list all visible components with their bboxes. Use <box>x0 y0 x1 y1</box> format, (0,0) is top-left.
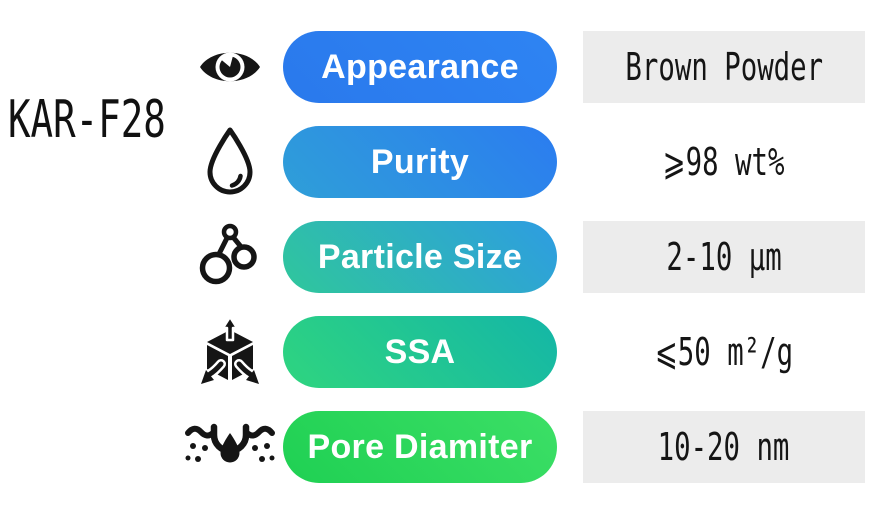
spec-label-pill: Pore Diamiter <box>283 411 557 483</box>
spec-row-particle-size: Particle Size 2-10 μm <box>0 221 865 293</box>
eye-icon <box>180 41 280 93</box>
droplet-icon <box>180 125 280 199</box>
spec-label-pill: Appearance <box>283 31 557 103</box>
spec-value: 10-20 nm <box>583 411 865 483</box>
spec-value: Brown Powder <box>583 31 865 103</box>
pill-label: Appearance <box>321 47 519 86</box>
spec-row-ssa: SSA ⩽50 m²/g <box>0 316 865 388</box>
spec-rows: Appearance Brown Powder Purity ⩾98 wt% <box>0 31 865 483</box>
spec-row-pore-diameter: Pore Diamiter 10-20 nm <box>0 411 865 483</box>
spec-label-pill: SSA <box>283 316 557 388</box>
pill-label: SSA <box>384 332 456 371</box>
product-title-text: KAR-F28 <box>8 90 166 150</box>
value-text: 2-10 μm <box>666 235 782 279</box>
cube-arrows-icon <box>180 316 280 388</box>
value-text: 10-20 nm <box>658 425 790 469</box>
product-title: KAR-F28 <box>8 84 227 156</box>
pill-label: Purity <box>370 142 470 181</box>
spec-value: 2-10 μm <box>583 221 865 293</box>
spec-value: ⩽50 m²/g <box>583 316 865 388</box>
pore-icon <box>180 413 280 481</box>
spec-label-pill: Particle Size <box>283 221 557 293</box>
particles-icon <box>180 221 280 293</box>
pill-label: Pore Diamiter <box>307 427 533 466</box>
value-text: Brown Powder <box>625 45 823 89</box>
spec-label-pill: Purity <box>283 126 557 198</box>
pill-label: Particle Size <box>317 237 523 276</box>
value-text: ⩾98 wt% <box>663 140 785 184</box>
value-text: ⩽50 m²/g <box>654 330 794 374</box>
spec-row-appearance: Appearance Brown Powder <box>0 31 865 103</box>
spec-row-purity: Purity ⩾98 wt% <box>0 126 865 198</box>
spec-value: ⩾98 wt% <box>583 126 865 198</box>
